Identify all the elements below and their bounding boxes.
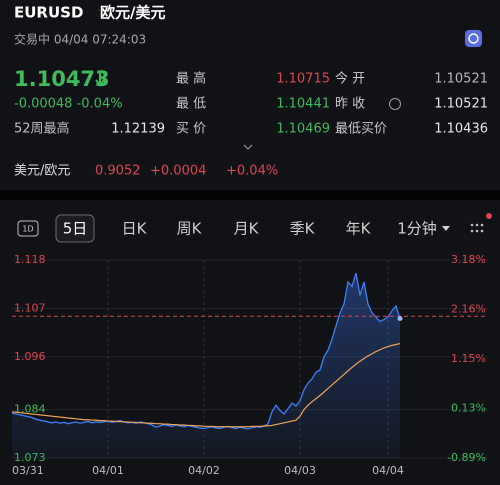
tab[interactable]: 周K — [177, 220, 203, 238]
x-tick-label: 04/04 — [372, 464, 404, 477]
tab-label: 季K — [290, 220, 316, 238]
cross-label: 美元/欧元 — [14, 164, 70, 179]
y2-tick-label: 3.18% — [451, 253, 486, 266]
dropdown-caret[interactable] — [442, 226, 450, 231]
cross-percent: +0.04% — [226, 164, 278, 179]
y2-tick-label: 0.13% — [451, 401, 486, 414]
quote-value: 1.10469 — [276, 122, 330, 137]
tab-label: 1D — [22, 225, 33, 234]
last-point — [397, 316, 403, 322]
status: 交易中 04/04 07:24:03 — [14, 32, 146, 47]
add-icon[interactable] — [465, 30, 482, 47]
x-tick-label: 04/02 — [188, 464, 220, 477]
tab[interactable]: 季K — [290, 220, 316, 238]
tab-label: 5日 — [63, 220, 88, 238]
y-tick-label: 1.107 — [14, 301, 46, 314]
quote-value: 1.10521 — [434, 72, 488, 87]
price: 1.10473 — [14, 67, 110, 91]
notification-dot — [486, 213, 492, 219]
instrument-name: 欧元/美元 — [100, 4, 165, 22]
quote-label: 买 价 — [176, 122, 206, 137]
y2-tick-label: 2.16% — [451, 303, 486, 316]
tab[interactable]: 月K — [234, 220, 260, 238]
cross-change: +0.0004 — [150, 164, 206, 179]
chart: 1.1181.1071.0961.0841.0733.18%2.16%1.15%… — [11, 253, 488, 477]
quote-value: 1.10521 — [434, 97, 488, 112]
tab-label: 年K — [346, 220, 372, 238]
symbol: EURUSD — [14, 4, 83, 22]
week52-label: 52周最高 — [14, 121, 70, 137]
x-tick-label: 03/31 — [12, 464, 44, 477]
average-line — [11, 343, 401, 428]
tab[interactable]: 日K — [122, 220, 148, 238]
price-line — [11, 273, 401, 430]
quote-label: 最 低 — [176, 97, 206, 112]
y-tick-label: 1.118 — [14, 253, 46, 266]
tab[interactable]: 1分钟 — [397, 220, 437, 238]
quote-label: 最 高 — [176, 71, 206, 87]
quote-value: 1.10436 — [434, 122, 488, 137]
y-tick-label: 1.096 — [14, 350, 46, 363]
tab[interactable]: 年K — [346, 220, 372, 238]
tab[interactable]: 5日 — [55, 214, 95, 243]
quote-value: 1.10715 — [276, 72, 330, 87]
tab-box — [55, 214, 95, 243]
cross-price: 0.9052 — [95, 164, 141, 179]
tab[interactable]: 1D — [17, 220, 39, 237]
expand-chevron[interactable] — [243, 144, 253, 150]
down-arrow — [95, 73, 105, 87]
tab-box — [17, 220, 39, 237]
x-tick-label: 04/03 — [284, 464, 316, 477]
week52-value: 1.12139 — [111, 122, 165, 137]
y2-tick-label: -0.89% — [447, 451, 486, 464]
tab-label: 月K — [234, 220, 260, 238]
separator — [0, 190, 500, 200]
tab-label: 1分钟 — [397, 220, 437, 238]
quote-label: 最低买价 — [335, 122, 387, 137]
tab-label: 日K — [122, 220, 148, 238]
quote-value: 1.10441 — [276, 97, 330, 112]
grid-icon[interactable] — [470, 223, 484, 233]
y2-tick-label: 1.15% — [451, 352, 486, 365]
quote-label: 今 开 — [335, 71, 365, 87]
change: -0.00048 -0.04% — [14, 97, 123, 112]
x-tick-label: 04/01 — [92, 464, 124, 477]
quote-grid: 最 高 1.10715 今 开 1.10521 最 低 1.10441 昨 收 1.10521… — [176, 71, 488, 137]
info-icon[interactable] — [389, 98, 401, 110]
tab-bar: 1D 5日 日K 周K 月K 季K 年K 1分钟 — [17, 214, 437, 243]
tab-label: 周K — [177, 220, 203, 238]
quote-label: 昨 收 — [335, 97, 365, 112]
